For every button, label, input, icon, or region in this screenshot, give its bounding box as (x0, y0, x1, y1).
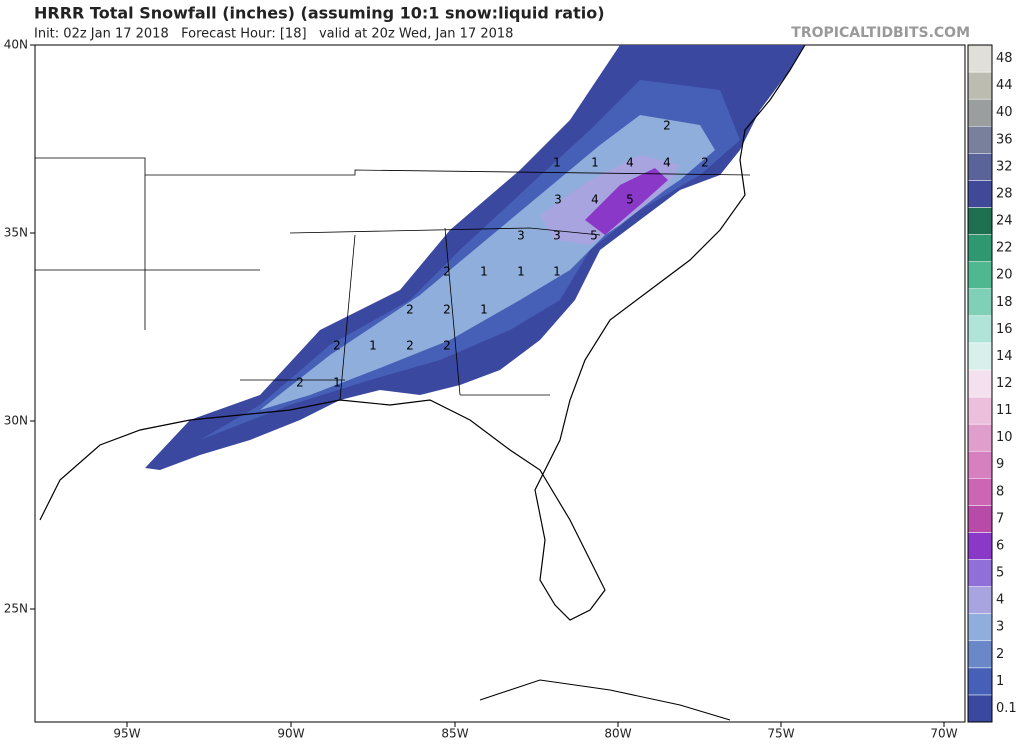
colorbar-segment (967, 44, 993, 73)
lon-label: 85W (441, 727, 468, 741)
colorbar-label: 6 (996, 538, 1004, 553)
title: HRRR Total Snowfall (inches) (assuming 1… (34, 4, 605, 23)
colorbar-label: 4 (996, 593, 1004, 608)
colorbar-label: 7 (996, 511, 1004, 526)
colorbar-label: 16 (996, 322, 1013, 337)
lon-label: 75W (767, 727, 794, 741)
contour-label: 4 (591, 193, 599, 207)
colorbar-label: 44 (996, 78, 1013, 93)
map: 2 1 1 4 4 2 3 4 5 3 3 5 2 1 1 1 2 2 1 2 1 2 2 2 1 (34, 44, 966, 723)
colorbar-label: 20 (996, 268, 1013, 283)
colorbar-segment (967, 315, 993, 344)
contour-label: 4 (626, 156, 634, 170)
contour-label: 1 (333, 376, 341, 390)
coastline (39, 44, 806, 621)
brand: TROPICALTIDBITS.COM (791, 25, 970, 41)
cuba (479, 679, 731, 721)
colorbar-label: 18 (996, 295, 1013, 310)
lon-label: 80W (604, 727, 631, 741)
colorbar-segment (967, 342, 993, 371)
colorbar-segment (967, 125, 993, 154)
contour-label: 2 (663, 119, 671, 133)
colorbar-segment (967, 694, 993, 723)
colorbar-segment (967, 667, 993, 696)
contour-label: 2 (443, 339, 451, 353)
colorbar-label: 1 (996, 674, 1004, 689)
colorbar-label: 22 (996, 241, 1013, 256)
colorbar-label: 2 (996, 647, 1004, 662)
map-frame (34, 44, 966, 723)
colorbar-segment (967, 234, 993, 262)
colorbar-label: 10 (996, 430, 1013, 445)
colorbar-segment (967, 207, 993, 235)
colorbar-segment (967, 478, 993, 506)
colorbar-segment (967, 613, 993, 642)
colorbar-frame (967, 44, 993, 723)
contour-label: 2 (333, 339, 341, 353)
colorbar-label: 5 (996, 566, 1004, 581)
contour-label: 2 (443, 303, 451, 317)
state-lines (35, 157, 751, 401)
colorbar-segment (967, 640, 993, 669)
colorbar-segment (967, 288, 993, 317)
colorbar-label: 3 (996, 620, 1004, 635)
contour-label: 1 (591, 156, 599, 170)
contour-label: 2 (406, 303, 414, 317)
colorbar-label: 24 (996, 214, 1013, 229)
lat-label: 35N (4, 226, 28, 240)
colorbar-label: 48 (996, 51, 1013, 66)
contour-label: 1 (553, 265, 561, 279)
colorbar-segment (967, 153, 993, 181)
colorbar-label: 8 (996, 484, 1004, 499)
colorbar-label: 36 (996, 132, 1013, 147)
contour-label: 3 (553, 229, 561, 243)
contour-label: 1 (369, 339, 377, 353)
contour-label: 1 (480, 303, 488, 317)
contour-label: 3 (517, 229, 525, 243)
colorbar-segment (967, 505, 993, 533)
colorbar-segment (967, 261, 993, 289)
colorbar-label: 40 (996, 105, 1013, 120)
contour-label: 2 (701, 156, 709, 170)
colorbar-label: 32 (996, 159, 1013, 174)
contour-label: 2 (296, 376, 304, 390)
colorbar-segment (967, 396, 993, 425)
lat-label: 30N (4, 414, 28, 428)
colorbar-segment (967, 559, 993, 587)
colorbar-segment (967, 98, 993, 127)
contour-label: 5 (590, 229, 598, 243)
colorbar: 0.11234567891011121416182022242832364044… (967, 44, 1017, 723)
contour-label: 1 (480, 265, 488, 279)
colorbar-label: 9 (996, 457, 1004, 472)
colorbar-label: 14 (996, 349, 1013, 364)
colorbar-segment (967, 586, 993, 614)
contour-label: 3 (554, 193, 562, 207)
lat-label: 40N (4, 38, 28, 52)
contour-label: 5 (626, 193, 634, 207)
colorbar-segment (967, 532, 993, 560)
contour-label: 2 (406, 339, 414, 353)
colorbar-label: 28 (996, 186, 1013, 201)
snow-band-violet (585, 168, 668, 235)
colorbar-label: 0.1 (996, 701, 1017, 716)
contour-label: 2 (443, 265, 451, 279)
colorbar-segment (967, 180, 993, 208)
contour-label: 4 (663, 156, 671, 170)
lon-label: 95W (113, 727, 140, 741)
colorbar-segment (967, 423, 993, 452)
colorbar-segment (967, 369, 993, 398)
lon-label: 70W (930, 727, 957, 741)
colorbar-label: 11 (996, 403, 1013, 418)
colorbar-segment (967, 71, 993, 100)
lon-label: 90W (277, 727, 304, 741)
colorbar-segment (967, 450, 993, 479)
colorbar-label: 12 (996, 376, 1013, 391)
subtitle: Init: 02z Jan 17 2018 Forecast Hour: [18… (34, 27, 513, 42)
lat-label: 25N (4, 602, 28, 616)
contour-label: 1 (553, 156, 561, 170)
contour-label: 1 (517, 265, 525, 279)
